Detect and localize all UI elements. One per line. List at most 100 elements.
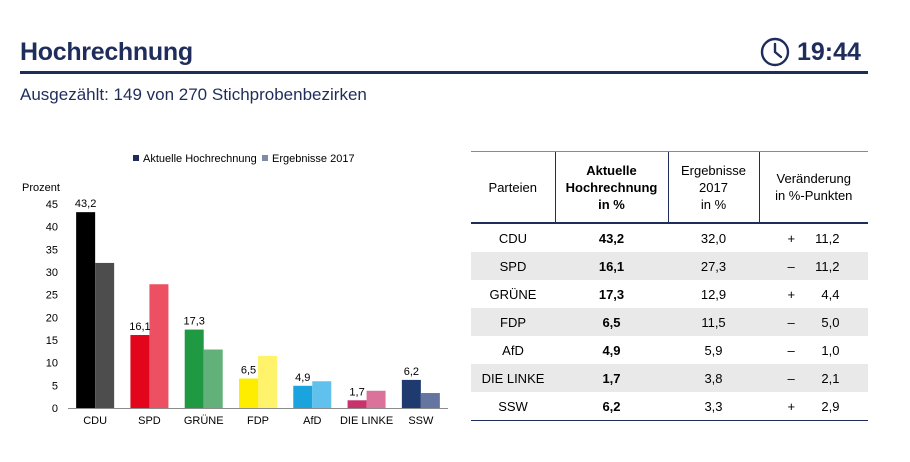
change-sign: + bbox=[787, 398, 796, 414]
x-tick-label: AfD bbox=[303, 415, 321, 427]
cell-current: 6,2 bbox=[555, 392, 668, 421]
bar-current bbox=[130, 335, 150, 408]
cell-change: – 2,1 bbox=[759, 364, 868, 392]
x-tick-label: SSW bbox=[408, 415, 434, 427]
cell-party: FDP bbox=[471, 308, 555, 336]
cell-change: – 5,0 bbox=[759, 308, 868, 336]
change-value: 11,2 bbox=[815, 230, 840, 246]
change-sign: – bbox=[787, 258, 795, 274]
change-value: 1,0 bbox=[821, 342, 840, 358]
data-label: 6,5 bbox=[241, 365, 256, 377]
bar-previous bbox=[149, 284, 169, 408]
table-row: SSW 6,2 3,3 +2,9 bbox=[471, 392, 868, 421]
data-label: 6,2 bbox=[404, 366, 419, 378]
bar-chart: Aktuelle Hochrechnung Ergebnisse 2017 Proz… bbox=[22, 153, 448, 427]
bar-previous bbox=[312, 381, 332, 408]
header-change: Veränderung in %-Punkten bbox=[758, 151, 868, 224]
x-tick-label: GRÜNE bbox=[184, 415, 224, 427]
change-value: 2,9 bbox=[821, 398, 840, 414]
bar-previous bbox=[420, 393, 440, 408]
cell-change: +2,9 bbox=[759, 392, 868, 421]
cell-change: +4,4 bbox=[759, 280, 868, 308]
y-tick-label: 40 bbox=[46, 222, 58, 234]
y-tick-label: 35 bbox=[46, 244, 58, 256]
page-title: Hochrechnung bbox=[20, 38, 193, 66]
results-table: Parteien Aktuelle Hochrechnung in % Ergebn… bbox=[471, 151, 868, 421]
cell-current: 17,3 bbox=[598, 286, 625, 302]
table-row: DIE LINKE 1,7 3,8 – 2,1 bbox=[471, 364, 868, 392]
x-tick-label: DIE LINKE bbox=[340, 415, 393, 427]
x-tick-label: CDU bbox=[83, 415, 107, 427]
bar-current bbox=[401, 379, 421, 408]
header-current: Aktuelle Hochrechnung in % bbox=[554, 151, 668, 224]
cell-current: 6,5 bbox=[555, 308, 668, 336]
cell-previous: 3,3 bbox=[668, 392, 759, 421]
cell-party: AfD bbox=[502, 342, 524, 358]
bar-previous bbox=[203, 349, 223, 408]
cell-party: CDU bbox=[498, 230, 528, 246]
cell-party: SSW bbox=[471, 392, 555, 421]
bar-previous bbox=[366, 390, 386, 408]
cell-previous: 5,9 bbox=[704, 342, 723, 358]
clock-icon bbox=[760, 37, 790, 67]
legend-swatch bbox=[133, 155, 139, 161]
header-previous: Ergebnisse 2017 in % bbox=[667, 151, 759, 224]
y-axis-label: Prozent bbox=[22, 182, 60, 194]
header-divider bbox=[20, 71, 868, 74]
legend-label: Ergebnisse 2017 bbox=[272, 153, 355, 165]
change-sign: + bbox=[787, 230, 796, 246]
bar-previous bbox=[258, 355, 277, 408]
data-label: 43,2 bbox=[75, 198, 96, 210]
y-tick-label: 25 bbox=[46, 290, 58, 302]
cell-previous: 27,3 bbox=[668, 252, 759, 280]
cell-previous: 32,0 bbox=[700, 230, 727, 246]
change-value: 2,1 bbox=[821, 370, 840, 386]
cell-change: – 11,2 bbox=[759, 252, 868, 280]
change-value: 11,2 bbox=[815, 258, 840, 274]
data-label: 17,3 bbox=[184, 316, 205, 328]
cell-change: +11,2 bbox=[759, 223, 868, 252]
bar-current bbox=[293, 385, 313, 408]
cell-change: – 1,0 bbox=[759, 336, 868, 364]
y-tick-label: 20 bbox=[46, 312, 58, 324]
change-value: 4,4 bbox=[821, 286, 840, 302]
bar-current bbox=[184, 329, 204, 408]
y-tick-label: 10 bbox=[46, 358, 58, 370]
cell-party: SPD bbox=[471, 252, 555, 280]
y-tick-label: 15 bbox=[46, 335, 58, 347]
cell-party: GRÜNE bbox=[489, 286, 537, 302]
data-label: 4,9 bbox=[295, 372, 310, 384]
bar-current bbox=[239, 378, 258, 408]
data-label: 16,1 bbox=[129, 321, 150, 333]
y-tick-label: 45 bbox=[46, 199, 58, 211]
cell-previous: 3,8 bbox=[668, 364, 759, 392]
bar-current bbox=[347, 400, 367, 408]
header-parties: Parteien bbox=[471, 151, 555, 224]
y-tick-label: 30 bbox=[46, 267, 58, 279]
legend-swatch bbox=[262, 155, 268, 161]
table-row: SPD 16,1 27,3 – 11,2 bbox=[471, 252, 868, 280]
table-row: FDP 6,5 11,5 – 5,0 bbox=[471, 308, 868, 336]
table-row: CDU 43,2 32,0 +11,2 bbox=[471, 223, 868, 252]
y-tick-label: 0 bbox=[52, 403, 58, 415]
table-header-row: Parteien Aktuelle Hochrechnung in % Ergebn… bbox=[471, 151, 868, 224]
bar-current bbox=[76, 212, 96, 408]
x-tick-label: FDP bbox=[247, 415, 269, 427]
y-tick-label: 5 bbox=[52, 380, 58, 392]
time-display: 19:44 bbox=[797, 38, 861, 66]
cell-previous: 11,5 bbox=[668, 308, 759, 336]
cell-current: 43,2 bbox=[598, 230, 625, 246]
cell-current: 1,7 bbox=[555, 364, 668, 392]
cell-party: DIE LINKE bbox=[471, 364, 555, 392]
change-value: 5,0 bbox=[821, 314, 840, 330]
cell-current: 4,9 bbox=[602, 342, 621, 358]
data-label: 1,7 bbox=[349, 386, 364, 398]
table-row: GRÜNE 17,3 12,9 +4,4 bbox=[471, 280, 868, 308]
count-status: Ausgezählt: 149 von 270 Stichprobenbezir… bbox=[20, 85, 367, 104]
legend-label: Aktuelle Hochrechnung bbox=[143, 153, 257, 165]
change-sign: – bbox=[787, 314, 795, 330]
x-tick-label: SPD bbox=[138, 415, 161, 427]
table-row: AfD 4,9 5,9 – 1,0 bbox=[471, 336, 868, 364]
cell-previous: 12,9 bbox=[700, 286, 727, 302]
change-sign: – bbox=[787, 370, 795, 386]
